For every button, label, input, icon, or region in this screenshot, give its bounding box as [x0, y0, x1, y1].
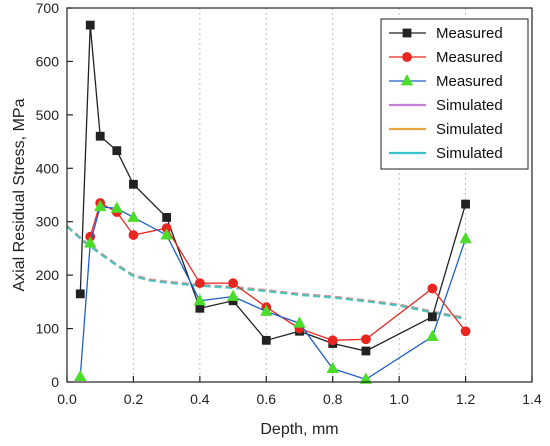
series-2-point — [327, 335, 338, 346]
series-3-point — [326, 361, 339, 374]
series-2-point — [128, 230, 139, 240]
series-3-point — [74, 369, 87, 382]
series-1-point — [261, 335, 271, 345]
series-3-point — [127, 210, 140, 222]
legend-label: Simulated — [436, 97, 503, 114]
legend-label: Simulated — [436, 145, 503, 162]
legend-swatch-marker — [402, 52, 412, 62]
series-1-point — [461, 199, 470, 209]
series-1-point — [427, 312, 437, 322]
legend-label: Measured — [436, 73, 503, 90]
x-tick-label: 1.4 — [522, 391, 542, 407]
legend-label: Measured — [436, 49, 503, 66]
plot-frame — [66, 7, 533, 383]
y-tick-label: 200 — [36, 267, 60, 283]
series-6-line — [66, 225, 466, 321]
series-1-point — [75, 289, 85, 299]
series-3-point — [459, 231, 472, 244]
series-2-point — [228, 278, 238, 289]
series-3-point — [260, 304, 273, 316]
series-3-point — [193, 293, 207, 306]
grid-layer — [132, 8, 467, 382]
y-tick-label: 400 — [36, 160, 60, 176]
legend-entry-2: Measured — [389, 49, 503, 66]
x-tick-label: 0.2 — [124, 391, 144, 407]
legend-entry-1: Measured — [389, 25, 503, 42]
series-3-point — [426, 329, 439, 341]
x-tick-label: 1.2 — [456, 391, 476, 407]
series-3 — [74, 199, 472, 384]
y-tick-label: 0 — [51, 374, 59, 390]
series-6 — [66, 225, 466, 321]
series-1-point — [361, 346, 371, 356]
series-layer — [66, 20, 472, 384]
series-1-point — [95, 131, 105, 141]
series-3-point — [84, 236, 97, 248]
y-tick-label: 100 — [36, 321, 60, 337]
x-axis-label: Depth, mm — [260, 421, 338, 438]
series-3-point — [226, 289, 240, 301]
series-3-point — [110, 201, 123, 213]
y-tick-label: 700 — [36, 0, 60, 16]
x-tick-label: 1.0 — [389, 391, 409, 407]
legend-label: Measured — [436, 25, 503, 42]
series-3-point — [160, 228, 173, 240]
y-tick-label: 300 — [36, 214, 60, 230]
x-tick-label: 0.8 — [323, 391, 343, 407]
series-2-point — [361, 334, 371, 345]
legend-entry-6: Simulated — [389, 145, 503, 162]
y-tick-label: 500 — [36, 107, 60, 123]
series-3-point — [94, 199, 107, 212]
series-1-point — [195, 303, 205, 313]
x-tick-label: 0.0 — [57, 391, 77, 407]
series-3-point — [359, 372, 373, 384]
y-axis-label: Axial Residual Stress, MPa — [11, 98, 28, 291]
legend-entry-5: Simulated — [389, 121, 503, 138]
x-tick-label: 0.6 — [257, 391, 277, 407]
y-tick-label: 600 — [36, 53, 60, 69]
legend-swatch-marker — [402, 28, 412, 38]
series-2-point — [460, 326, 471, 337]
x-tick-label: 0.4 — [190, 391, 210, 407]
series-1-point — [85, 20, 95, 30]
series-3-point — [293, 316, 306, 328]
axis-layer: 0.0 0.2 0.4 0.6 0.8 1.0 1.2 1.4 0 100 200 300 400 500… — [36, 0, 542, 407]
series-2-point — [194, 278, 205, 289]
legend-box — [380, 18, 529, 170]
legend-entry-4: Simulated — [389, 97, 503, 114]
legend-swatch-marker — [400, 74, 414, 86]
series-1-point — [129, 179, 138, 189]
series-1-point — [112, 146, 122, 156]
series-2-point — [427, 283, 438, 294]
legend-label: Simulated — [436, 121, 503, 138]
legend: Measured Measured Measured Simulated Simulat… — [380, 18, 529, 170]
legend-entry-3: Measured — [389, 73, 503, 90]
series-1-point — [162, 213, 172, 222]
